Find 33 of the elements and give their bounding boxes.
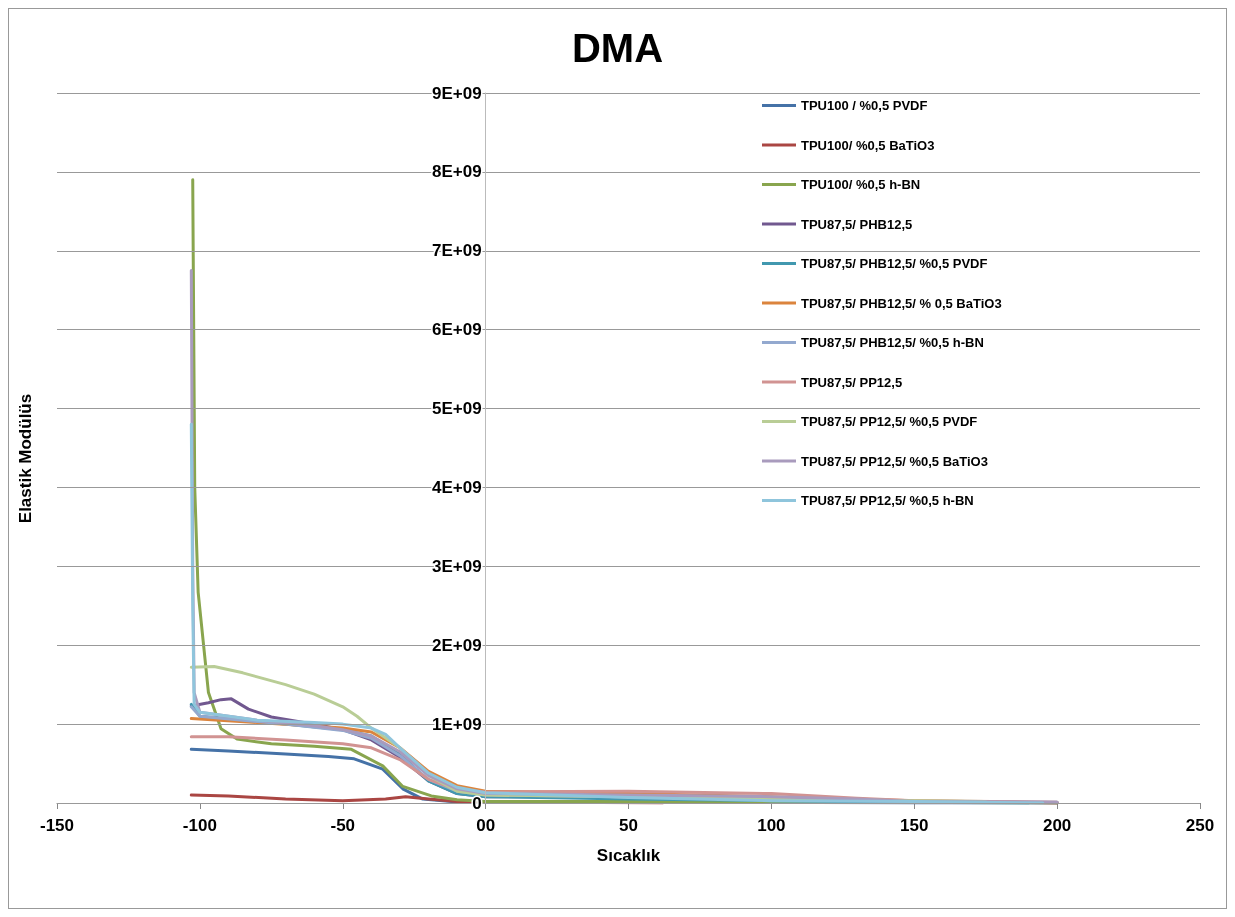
x-tick-label: 00 [476, 816, 496, 835]
y-tick-label: 9E+09 [431, 83, 482, 103]
legend-label: TPU100/ %0,5 h-BN [801, 177, 921, 192]
y-axis-title: Elastik Modülüs [16, 393, 35, 524]
y-tick-label: 3E+09 [431, 556, 482, 576]
legend-label: TPU87,5/ PHB12,5/ %0,5 h-BN [801, 335, 984, 350]
x-tick-label: 150 [900, 816, 929, 835]
legend-label: TPU87,5/ PP12,5/ %0,5 h-BN [801, 493, 974, 508]
x-tick-label: 100 [757, 816, 786, 835]
y-tick-label: 7E+09 [431, 241, 482, 261]
x-tick-label: -150 [39, 816, 75, 835]
y-tick-label: 2E+09 [431, 635, 482, 655]
x-tick-label: -50 [330, 816, 356, 835]
legend-label: TPU100 / %0,5 PVDF [801, 98, 928, 113]
legend-label: TPU87,5/ PHB12,5 [801, 216, 913, 232]
legend-label: TPU100/ %0,5 BaTiO3 [801, 137, 935, 153]
y-tick-label: 6E+09 [431, 320, 482, 340]
y-tick-label: 8E+09 [431, 162, 482, 182]
x-tick-label: -100 [182, 816, 217, 835]
legend-label: TPU87,5/ PP12,5 [801, 374, 903, 390]
x-axis-title: Sıcaklık [596, 846, 661, 865]
x-tick-label: 250 [1185, 816, 1215, 835]
y-tick-label: 0 [472, 793, 482, 813]
chart-title: DMA [571, 26, 664, 70]
y-tick-label: 1E+09 [431, 714, 482, 734]
x-tick-label: 200 [1042, 816, 1072, 835]
legend-label: TPU87,5/ PHB12,5/ %0,5 PVDF [801, 256, 988, 271]
y-tick-label: 4E+09 [431, 477, 482, 497]
y-tick-label: 5E+09 [431, 399, 482, 419]
legend-label: TPU87,5/ PP12,5/ %0,5 BaTiO3 [801, 453, 988, 469]
legend-label: TPU87,5/ PP12,5/ %0,5 PVDF [801, 414, 978, 429]
legend-label: TPU87,5/ PHB12,5/ % 0,5 BaTiO3 [801, 295, 1002, 311]
x-tick-label: 50 [619, 816, 638, 835]
